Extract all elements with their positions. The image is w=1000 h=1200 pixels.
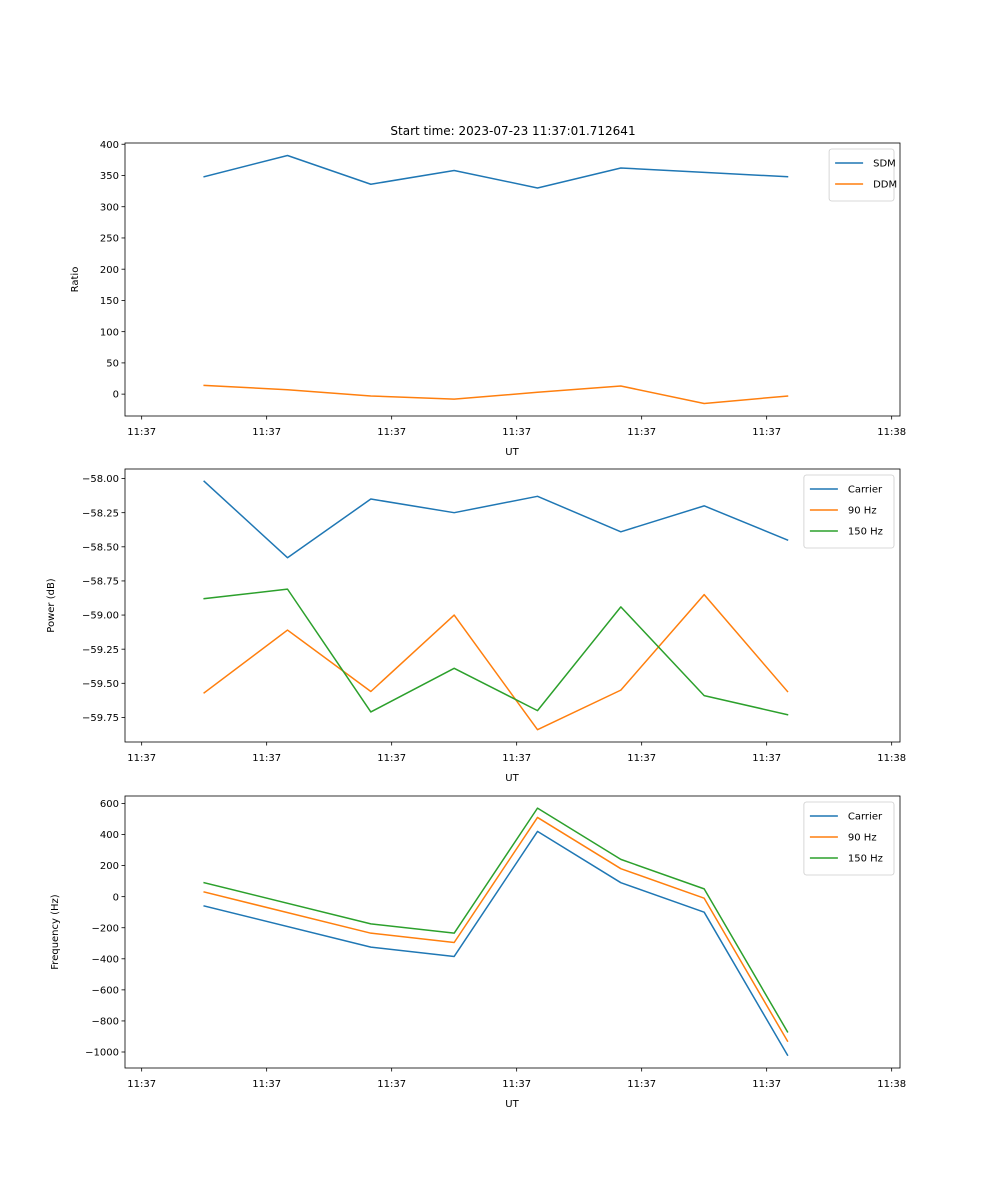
legend-label: 150 Hz [848,527,883,538]
y-tick-label: −200 [92,923,119,934]
y-tick-label: 50 [106,358,119,369]
y-tick-label: −59.75 [82,713,119,724]
legend-label: 150 Hz [848,854,883,865]
y-tick-label: −59.25 [82,645,119,656]
series-line-ddm [203,384,789,405]
series-line-150-hz [203,807,789,1033]
y-tick-label: −1000 [85,1048,119,1059]
legend-box [828,148,895,202]
series-line-carrier [203,830,789,1057]
y-axis-label: Frequency (Hz) [50,894,61,970]
x-tick-label: 11:37 [252,1079,281,1090]
x-tick-label: 11:38 [877,1079,906,1090]
y-tick-label: −400 [92,954,119,965]
legend-box [803,801,895,876]
x-tick-label: 11:37 [502,1079,531,1090]
series-line-carrier [203,480,789,559]
x-tick-label: 11:37 [752,1079,781,1090]
y-tick-label: −58.75 [82,577,119,588]
x-tick-label: 11:37 [627,753,656,764]
x-tick-label: 11:37 [627,427,656,438]
y-tick-label: 100 [100,327,119,338]
legend-label: 90 Hz [848,506,877,517]
legend-label: SDM [873,159,896,170]
x-tick-label: 11:37 [127,427,156,438]
x-tick-label: 11:37 [377,753,406,764]
y-tick-label: 350 [100,171,119,182]
x-tick-label: 11:37 [627,1079,656,1090]
x-axis-label: UT [505,447,519,458]
legend: Carrier 90 Hz 150 Hz [803,801,895,876]
y-tick-label: −59.00 [82,611,119,622]
y-tick-label: 200 [100,861,119,872]
y-tick-label: 600 [100,799,119,810]
y-tick-label: −800 [92,1017,119,1028]
series-line-90-hz [203,593,789,731]
legend-box [803,474,895,549]
y-tick-label: 300 [100,202,119,213]
x-tick-label: 11:38 [877,427,906,438]
x-tick-label: 11:37 [752,427,781,438]
chart-ratio: 0 50 100 150 200 250 300 350 400 11:37 11:37 11:37 1… [70,140,906,458]
series-line-150-hz [203,588,789,716]
axes-frame [124,468,901,743]
legend-label: Carrier [848,812,883,823]
x-axis-label: UT [505,773,519,784]
x-tick-label: 11:37 [502,427,531,438]
y-tick-label: −600 [92,985,119,996]
chart-power: −58.00 −58.25 −58.50 −58.75 −59.00 −59.25 −59.… [46,468,906,784]
y-tick-label: 400 [100,140,119,151]
chart-panels: 0 50 100 150 200 250 300 350 400 11:37 11:37 11:37 1… [46,140,906,1110]
x-tick-label: 11:37 [127,1079,156,1090]
y-tick-label: 0 [113,892,119,903]
x-tick-label: 11:37 [127,753,156,764]
y-tick-label: −58.50 [82,542,119,553]
y-tick-label: 250 [100,234,119,245]
y-tick-label: −58.25 [82,508,119,519]
series-line-sdm [203,154,789,189]
x-tick-label: 11:37 [252,753,281,764]
chart-frequency: −1000 −800 −600 −400 −200 0 200 400 600 11:37 11:3… [50,795,906,1110]
x-tick-label: 11:38 [877,753,906,764]
legend: SDM DDM [828,148,897,202]
y-tick-label: 400 [100,830,119,841]
y-tick-label: 0 [113,390,119,401]
y-axis-label: Ratio [70,267,81,293]
y-tick-label: 150 [100,296,119,307]
x-tick-label: 11:37 [252,427,281,438]
y-tick-label: −58.00 [82,474,119,485]
axes-frame [124,142,901,417]
series-line-90-hz [203,816,789,1043]
legend: Carrier 90 Hz 150 Hz [803,474,895,549]
x-tick-label: 11:37 [377,427,406,438]
x-axis-label: UT [505,1099,519,1110]
legend-label: DDM [873,180,897,191]
legend-label: Carrier [848,485,883,496]
x-tick-label: 11:37 [377,1079,406,1090]
y-tick-label: 200 [100,265,119,276]
y-tick-label: −59.50 [82,679,119,690]
axes-frame [124,795,901,1069]
figure-title: Start time: 2023-07-23 11:37:01.712641 [390,124,635,138]
y-axis-label: Power (dB) [46,578,57,633]
x-tick-label: 11:37 [502,753,531,764]
x-tick-label: 11:37 [752,753,781,764]
legend-label: 90 Hz [848,833,877,844]
